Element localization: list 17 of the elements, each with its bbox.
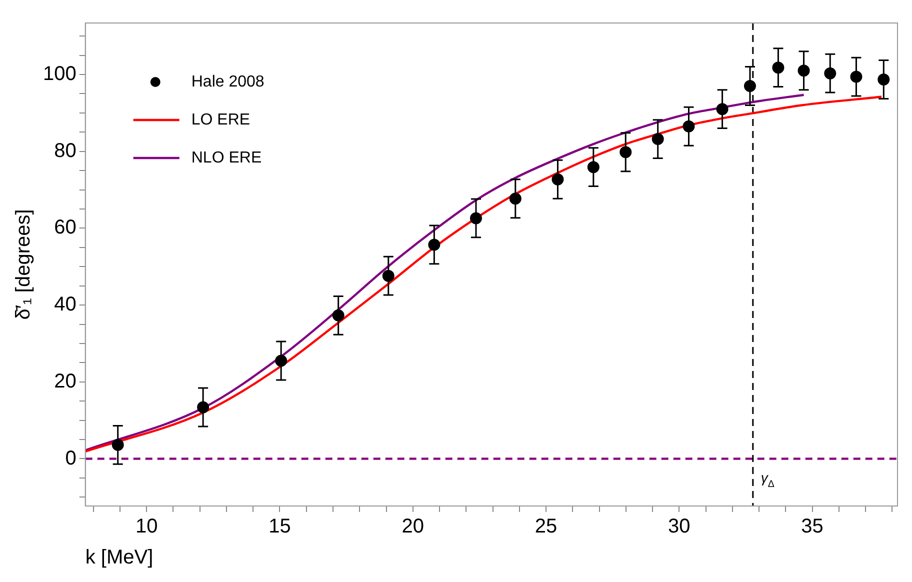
legend-label: Hale 2008 <box>191 73 264 90</box>
y-tick-label: 60 <box>54 216 76 239</box>
x-tick-label: 20 <box>402 516 424 538</box>
x-tick-label: 10 <box>135 516 158 538</box>
y-axis-title: δ̄′₁ [degrees] <box>12 209 35 320</box>
x-axis-title: k [MeV] <box>85 546 154 569</box>
y-tick-label: 100 <box>42 63 76 86</box>
y-tick-label: 80 <box>54 140 76 162</box>
y-tick-label: 0 <box>65 447 76 470</box>
y-tick-label: 20 <box>54 370 76 392</box>
legend-label: NLO ERE <box>191 149 262 166</box>
x-tick-label: 25 <box>534 516 558 538</box>
y-tick-label: 40 <box>54 294 76 316</box>
legend-label: LO ERE <box>191 111 250 128</box>
x-tick-label: 15 <box>268 516 291 538</box>
x-tick-label: 35 <box>801 516 824 538</box>
x-tick-label: 30 <box>668 516 690 538</box>
